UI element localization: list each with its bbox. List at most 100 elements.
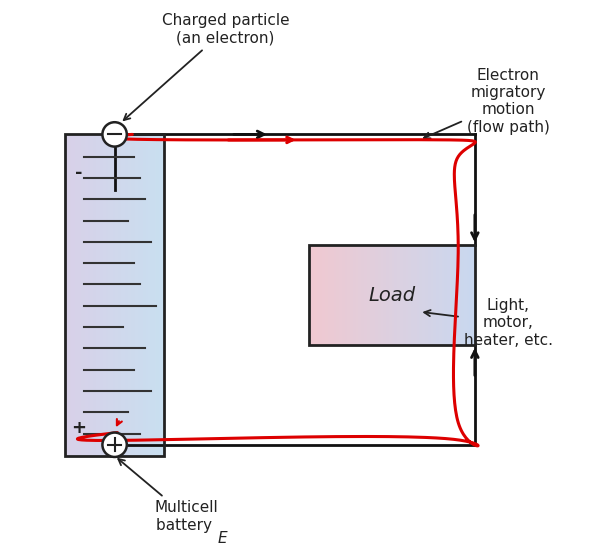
Bar bbox=[339, 245, 342, 345]
Bar bbox=[364, 245, 367, 345]
Circle shape bbox=[102, 433, 127, 457]
Bar bbox=[111, 134, 113, 456]
Bar bbox=[425, 245, 428, 345]
Bar bbox=[131, 134, 133, 456]
Bar bbox=[99, 134, 101, 456]
Bar bbox=[447, 245, 450, 345]
Bar bbox=[130, 134, 131, 456]
Bar bbox=[389, 245, 392, 345]
Bar bbox=[361, 245, 364, 345]
Bar bbox=[367, 245, 369, 345]
Bar bbox=[336, 245, 339, 345]
Bar bbox=[126, 134, 128, 456]
Bar bbox=[472, 245, 475, 345]
Bar bbox=[309, 245, 311, 345]
Bar bbox=[328, 245, 331, 345]
Bar bbox=[73, 134, 75, 456]
Text: Electron
migratory
motion
(flow path): Electron migratory motion (flow path) bbox=[424, 67, 550, 138]
Bar bbox=[416, 245, 419, 345]
Bar bbox=[309, 245, 475, 345]
Text: Multicell
battery: Multicell battery bbox=[118, 459, 218, 532]
Bar bbox=[140, 134, 141, 456]
Text: Light,
motor,
heater, etc.: Light, motor, heater, etc. bbox=[424, 298, 553, 348]
Bar bbox=[353, 245, 356, 345]
Bar bbox=[86, 134, 88, 456]
Bar bbox=[331, 245, 334, 345]
Bar bbox=[314, 245, 317, 345]
Bar bbox=[138, 134, 140, 456]
Bar bbox=[311, 245, 314, 345]
Bar bbox=[78, 134, 80, 456]
Bar bbox=[458, 245, 461, 345]
Bar bbox=[408, 245, 411, 345]
Bar bbox=[386, 245, 389, 345]
Bar bbox=[322, 245, 325, 345]
Bar bbox=[414, 245, 416, 345]
Bar bbox=[381, 245, 383, 345]
Bar bbox=[163, 134, 164, 456]
Bar bbox=[109, 134, 111, 456]
Bar bbox=[325, 245, 328, 345]
Bar bbox=[450, 245, 453, 345]
Bar bbox=[128, 134, 130, 456]
Bar bbox=[469, 245, 472, 345]
Text: Load: Load bbox=[368, 286, 415, 305]
Bar bbox=[143, 134, 145, 456]
Bar bbox=[76, 134, 78, 456]
Bar bbox=[392, 245, 394, 345]
Bar bbox=[153, 134, 155, 456]
Bar bbox=[156, 134, 158, 456]
Bar bbox=[113, 134, 115, 456]
Bar bbox=[88, 134, 90, 456]
Bar bbox=[80, 134, 82, 456]
Bar bbox=[133, 134, 134, 456]
Bar bbox=[71, 134, 73, 456]
Bar bbox=[95, 134, 96, 456]
Bar bbox=[75, 134, 76, 456]
Bar bbox=[369, 245, 372, 345]
Bar bbox=[98, 134, 99, 456]
Bar bbox=[120, 134, 121, 456]
Bar bbox=[134, 134, 136, 456]
Bar bbox=[161, 134, 163, 456]
Bar bbox=[82, 134, 83, 456]
Bar bbox=[121, 134, 123, 456]
Bar bbox=[453, 245, 455, 345]
Bar bbox=[70, 134, 71, 456]
Bar bbox=[406, 245, 408, 345]
Bar bbox=[439, 245, 441, 345]
Bar bbox=[118, 134, 120, 456]
Bar bbox=[350, 245, 353, 345]
Bar bbox=[342, 245, 345, 345]
Bar bbox=[65, 134, 67, 456]
Bar bbox=[103, 134, 105, 456]
Text: -: - bbox=[75, 164, 82, 182]
Bar bbox=[124, 134, 126, 456]
Bar bbox=[358, 245, 361, 345]
Bar bbox=[116, 134, 118, 456]
Bar bbox=[96, 134, 98, 456]
Bar bbox=[455, 245, 458, 345]
Bar bbox=[317, 245, 320, 345]
Bar bbox=[148, 134, 149, 456]
Bar bbox=[155, 134, 156, 456]
Bar bbox=[65, 134, 164, 456]
Bar bbox=[378, 245, 381, 345]
Bar bbox=[394, 245, 397, 345]
Bar bbox=[107, 134, 108, 456]
Bar bbox=[345, 245, 347, 345]
Bar bbox=[149, 134, 151, 456]
Bar bbox=[158, 134, 159, 456]
Bar bbox=[400, 245, 403, 345]
Bar bbox=[108, 134, 109, 456]
Bar bbox=[101, 134, 103, 456]
Bar bbox=[141, 134, 143, 456]
Bar bbox=[320, 245, 322, 345]
Bar bbox=[67, 134, 68, 456]
Bar bbox=[334, 245, 336, 345]
Bar bbox=[146, 134, 148, 456]
Text: Charged particle
(an electron): Charged particle (an electron) bbox=[124, 13, 289, 120]
Bar bbox=[422, 245, 425, 345]
Bar bbox=[372, 245, 375, 345]
Bar bbox=[403, 245, 406, 345]
